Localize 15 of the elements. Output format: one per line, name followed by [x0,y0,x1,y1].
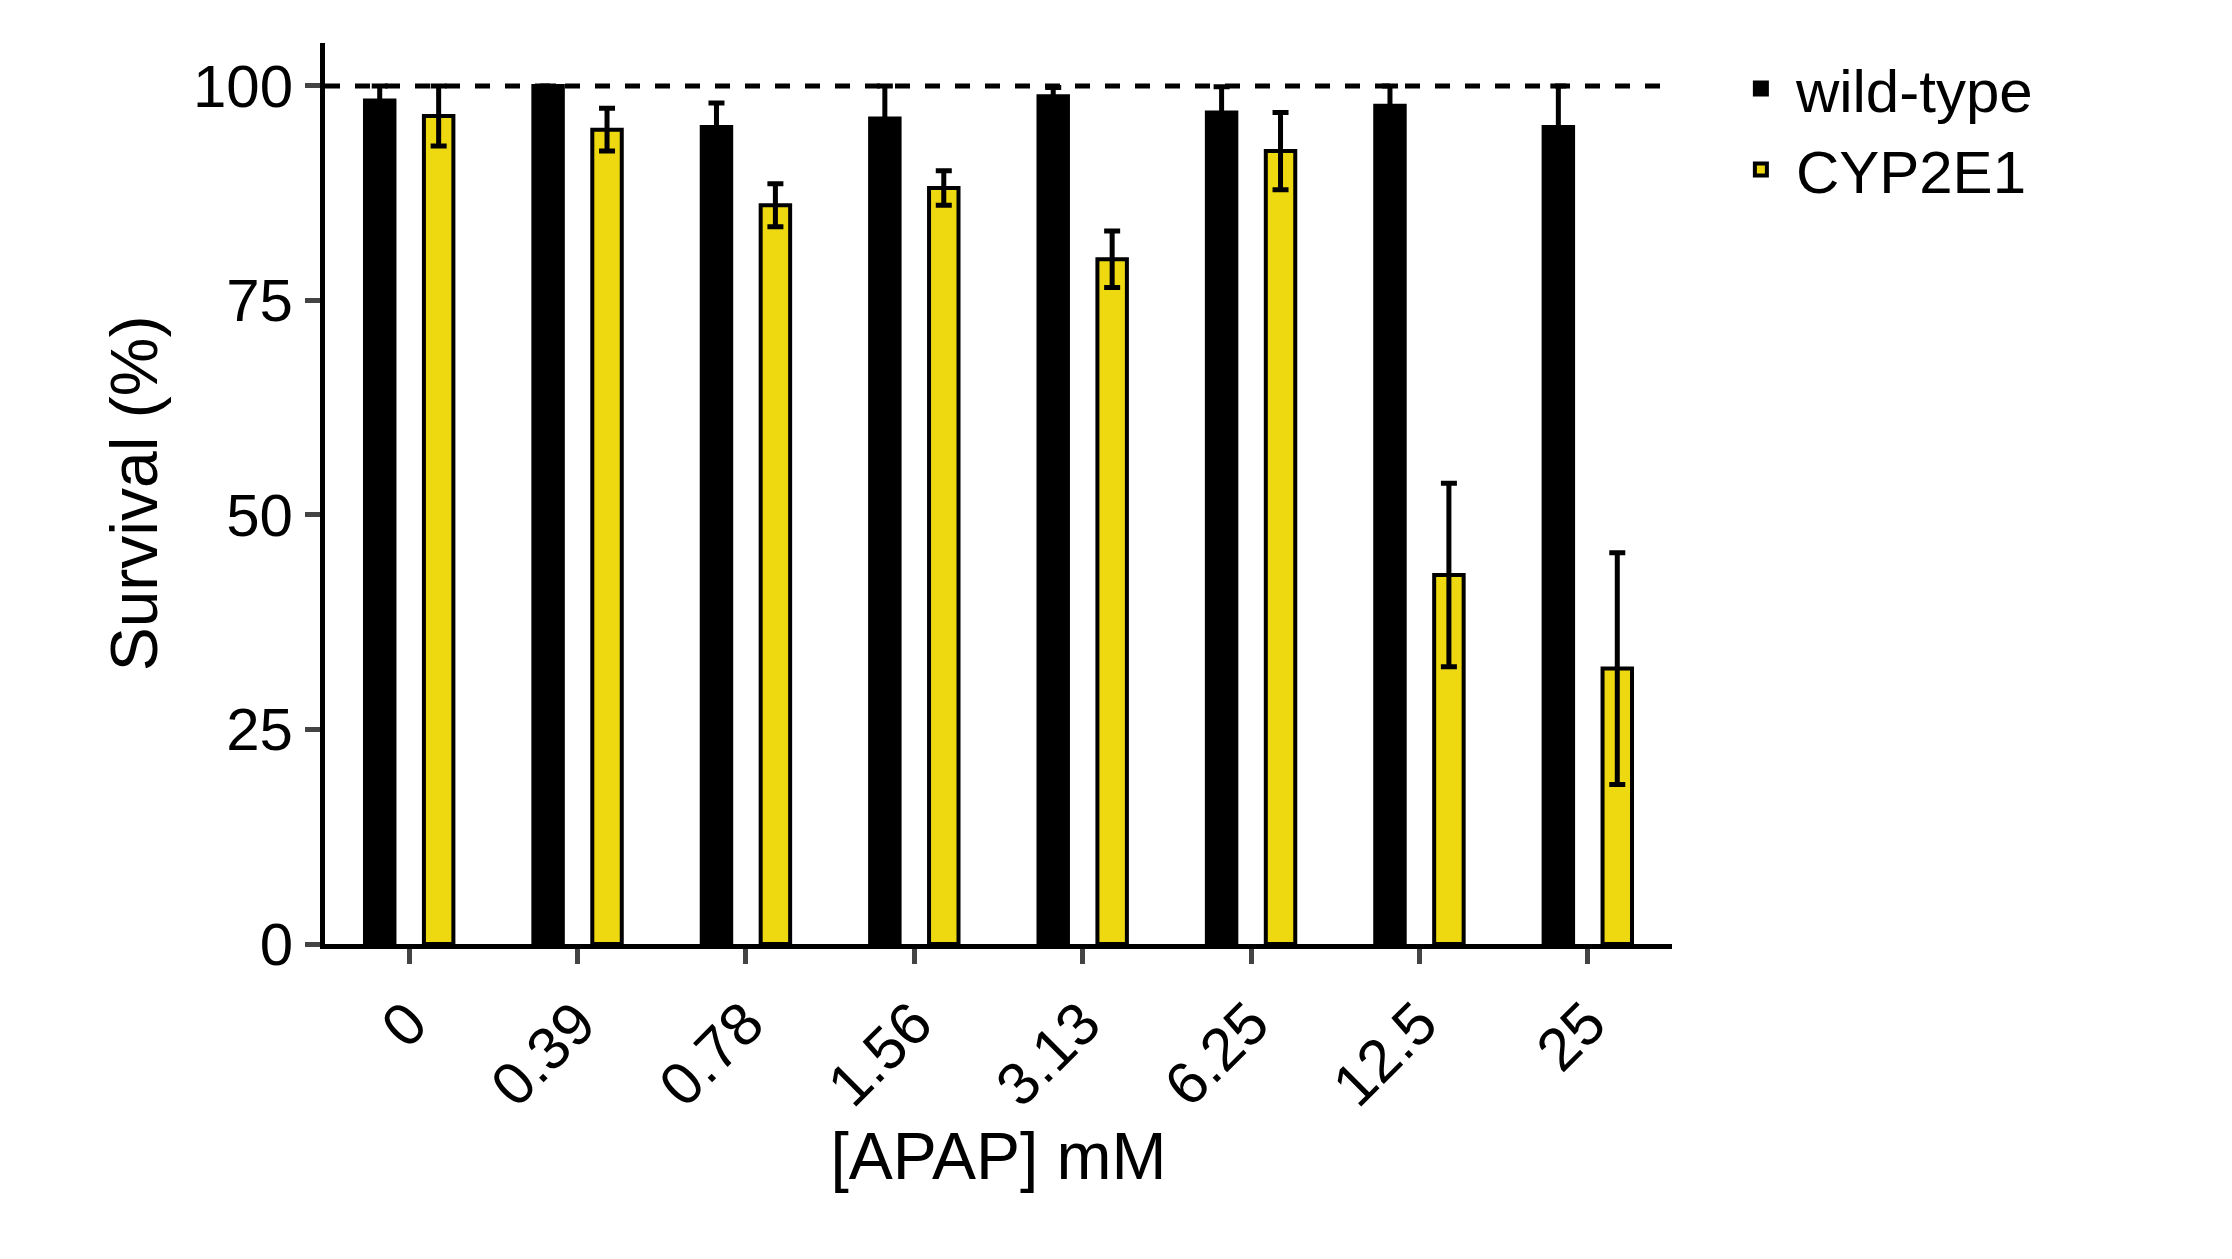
x-tick-label: 0.39 [478,989,608,1119]
y-tick-label: 25 [226,696,293,764]
y-tick-label: 50 [226,481,293,549]
x-tick-label: 25 [1523,989,1619,1084]
y-tick-label: 75 [226,267,293,335]
x-axis-title: [APAP] mM [830,1118,1167,1193]
x-tick-label: 0 [368,989,440,1061]
x-tick-label: 0.78 [646,989,777,1119]
y-axis-title: Survival (%) [97,315,172,672]
y-tick-label: 100 [192,52,293,120]
x-tick-label: 3.13 [983,989,1114,1119]
x-tick-label: 6.25 [1151,989,1282,1119]
legend-label: CYP2E1 [1795,138,2027,206]
legend-label: wild-type [1794,57,2033,125]
y-tick-label: 0 [259,911,293,978]
